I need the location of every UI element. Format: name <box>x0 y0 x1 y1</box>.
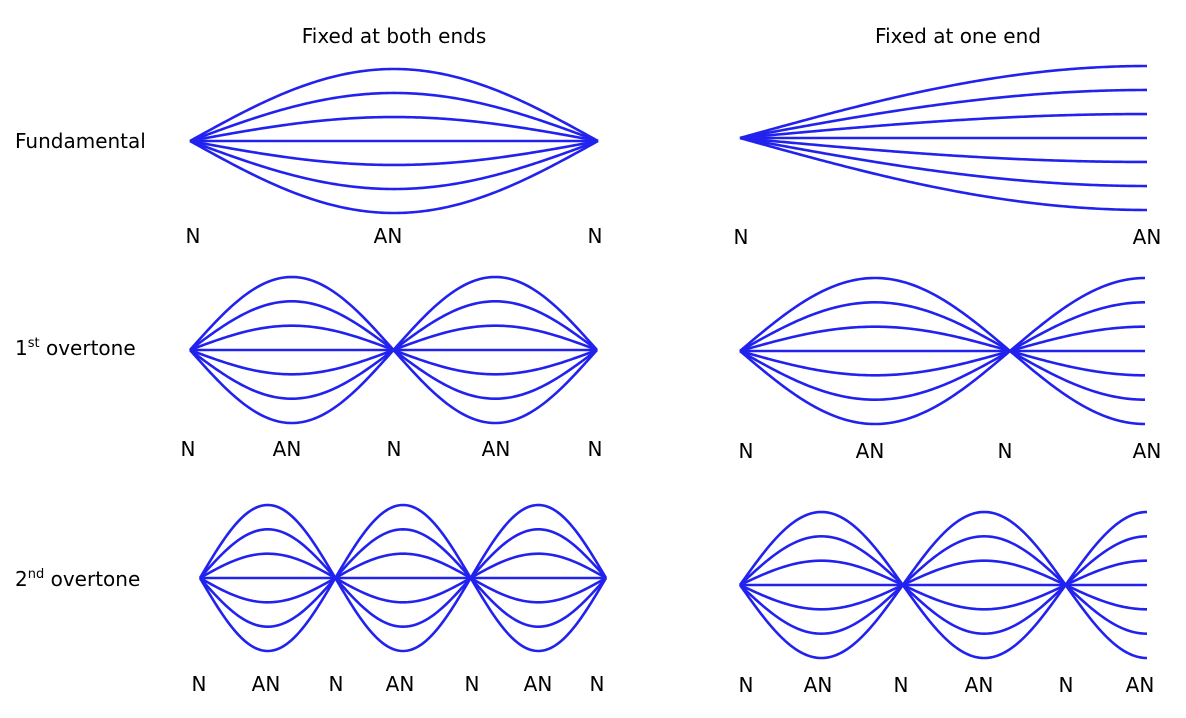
wave-curve <box>739 559 1148 611</box>
antinode-label: AN <box>251 672 281 696</box>
node-label: N <box>185 224 201 248</box>
node-label: N <box>587 224 603 248</box>
antinode-label: AN <box>481 437 511 461</box>
column-title-fixed-one-end: Fixed at one end <box>875 24 1041 48</box>
wave-curve <box>739 325 1146 377</box>
wave-curve <box>738 510 1148 660</box>
wave-curve <box>739 535 1148 635</box>
column-title-fixed-both-ends: Fixed at both ends <box>301 24 487 48</box>
node-label: N <box>738 439 754 463</box>
node-label: N <box>738 673 754 697</box>
wave-curve <box>739 301 1146 401</box>
node-label: N <box>1058 673 1074 697</box>
wave-curve <box>739 64 1147 140</box>
node-label: N <box>180 437 196 461</box>
wave-panel-overtone1_one <box>739 276 1146 426</box>
wave-curve <box>739 88 1147 140</box>
wave-curve <box>739 136 1148 164</box>
node-label: N <box>733 225 749 249</box>
antinode-label: AN <box>1132 439 1162 463</box>
wave-curve <box>739 112 1148 140</box>
wave-panel-overtone1_both <box>189 275 598 425</box>
wave-curve <box>189 67 599 143</box>
wave-curve <box>189 139 599 167</box>
node-label: N <box>464 672 480 696</box>
wave-curve <box>739 325 1146 377</box>
wave-curve <box>199 528 607 628</box>
antinode-label: AN <box>1125 673 1155 697</box>
antinode-label: AN <box>1132 225 1162 249</box>
node-label: N <box>997 439 1013 463</box>
wave-panel-overtone2_both <box>198 503 608 653</box>
wave-panel-fundamental_both <box>189 67 599 215</box>
node-label: N <box>589 672 605 696</box>
row-label-fundamental: Fundamental <box>15 129 146 153</box>
wave-curve <box>198 503 608 653</box>
antinode-label: AN <box>385 672 415 696</box>
wave-curve <box>189 275 598 425</box>
wave-curve <box>189 139 599 191</box>
node-label: N <box>328 672 344 696</box>
wave-curve <box>739 136 1147 188</box>
wave-curve <box>199 528 607 628</box>
wave-curve <box>189 139 599 215</box>
row-label-second-overtone: 2nd overtone <box>15 567 141 591</box>
wave-curve <box>739 301 1146 401</box>
wave-curve <box>739 276 1146 426</box>
wave-curve <box>739 276 1146 426</box>
wave-curve <box>189 115 599 143</box>
wave-curve <box>739 136 1147 212</box>
wave-curve <box>739 559 1148 611</box>
antinode-label: AN <box>373 224 403 248</box>
wave-curve <box>199 552 607 604</box>
wave-curve <box>738 510 1148 660</box>
node-label: N <box>893 673 909 697</box>
antinode-label: AN <box>523 672 553 696</box>
antinode-label: AN <box>964 673 994 697</box>
antinode-label: AN <box>855 439 885 463</box>
node-label: N <box>587 437 603 461</box>
wave-panel-overtone2_one <box>738 510 1148 660</box>
node-label: N <box>191 672 207 696</box>
wave-curve <box>739 535 1148 635</box>
wave-curve <box>189 91 599 143</box>
row-label-first-overtone: 1st overtone <box>15 336 136 360</box>
antinode-label: AN <box>803 673 833 697</box>
antinode-label: AN <box>272 437 302 461</box>
wave-curve <box>198 503 608 653</box>
wave-panel-fundamental_one <box>739 64 1148 212</box>
node-label: N <box>386 437 402 461</box>
wave-curve <box>199 552 607 604</box>
